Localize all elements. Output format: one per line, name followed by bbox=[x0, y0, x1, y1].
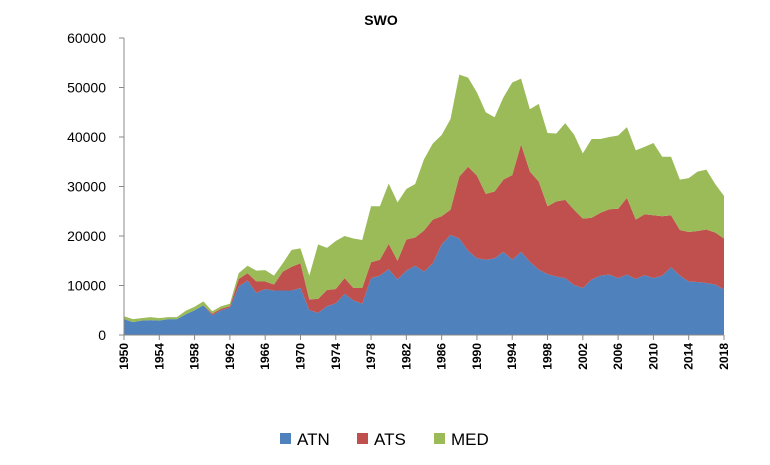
area-series-atn bbox=[124, 235, 724, 335]
x-tick-label: 2006 bbox=[611, 343, 625, 370]
legend: ATN ATS MED bbox=[280, 430, 489, 449]
x-tick-label: 1998 bbox=[541, 343, 555, 370]
x-tick-label: 1994 bbox=[505, 343, 519, 370]
x-tick-label: 2018 bbox=[717, 343, 731, 370]
x-tick-label: 2002 bbox=[576, 343, 590, 370]
x-tick-label: 1966 bbox=[258, 343, 272, 370]
legend-label-ats: ATS bbox=[374, 430, 406, 449]
y-tick-label: 60000 bbox=[67, 30, 106, 46]
x-tick-label: 1990 bbox=[470, 343, 484, 370]
x-tick-label: 1982 bbox=[399, 343, 413, 370]
legend-swatch-ats bbox=[357, 433, 368, 444]
x-tick-label: 1958 bbox=[188, 343, 202, 370]
x-axis: 1950 1954 1958 1962 1966 1970 1974 1978 1982 1986… bbox=[117, 334, 731, 370]
x-tick-label: 1986 bbox=[435, 343, 449, 370]
x-tick-label: 2014 bbox=[682, 343, 696, 370]
y-axis: 0 10000 20000 30000 40000 50000 60000 bbox=[67, 30, 125, 343]
x-tick-label: 2010 bbox=[646, 343, 660, 370]
x-tick-label: 1950 bbox=[117, 343, 131, 370]
area-layers bbox=[124, 74, 724, 335]
y-tick-label: 50000 bbox=[67, 80, 106, 96]
y-tick-label: 30000 bbox=[67, 179, 106, 195]
legend-swatch-atn bbox=[280, 433, 291, 444]
area-series-ats bbox=[124, 144, 724, 323]
x-tick-label: 1970 bbox=[293, 343, 307, 370]
chart-title: SWO bbox=[364, 12, 398, 28]
legend-swatch-med bbox=[434, 433, 445, 444]
x-tick-label: 1978 bbox=[364, 343, 378, 370]
legend-label-med: MED bbox=[451, 430, 489, 449]
area-series-med bbox=[124, 74, 724, 323]
y-tick-label: 10000 bbox=[67, 278, 106, 294]
x-tick-label: 1962 bbox=[223, 343, 237, 370]
legend-label-atn: ATN bbox=[297, 430, 330, 449]
y-tick-label: 0 bbox=[98, 327, 106, 343]
y-tick-label: 40000 bbox=[67, 129, 106, 145]
x-tick-label: 1954 bbox=[152, 343, 166, 370]
y-tick-label: 20000 bbox=[67, 228, 106, 244]
x-tick-label: 1974 bbox=[329, 343, 343, 370]
